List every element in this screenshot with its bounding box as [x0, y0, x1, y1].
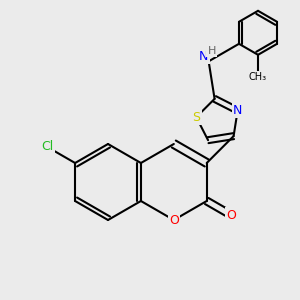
Text: CH₃: CH₃: [249, 72, 267, 82]
Text: N: N: [233, 104, 242, 117]
Text: H: H: [208, 46, 216, 56]
Text: O: O: [169, 214, 179, 226]
Text: S: S: [192, 111, 200, 124]
Text: Cl: Cl: [41, 140, 53, 154]
Text: O: O: [226, 208, 236, 221]
Text: N: N: [199, 50, 208, 63]
